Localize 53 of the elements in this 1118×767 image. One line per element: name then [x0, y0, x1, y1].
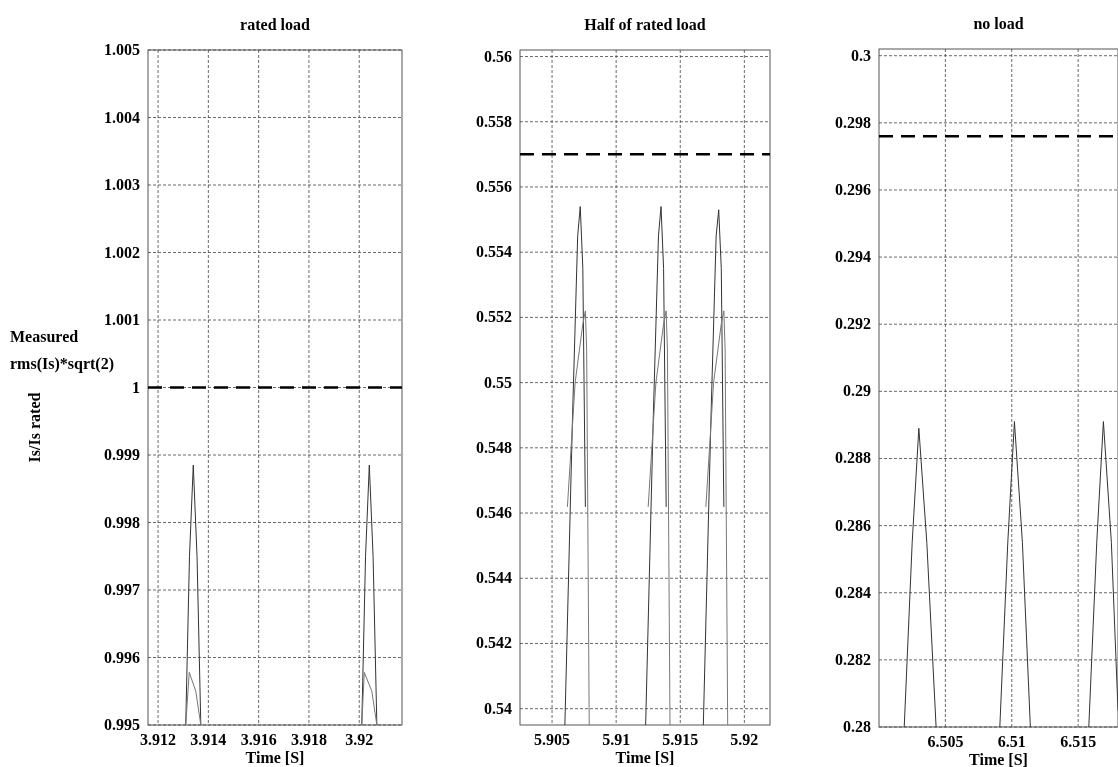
y-tick-label: 1.002 — [104, 243, 140, 261]
y-tick-label: 0.282 — [835, 650, 871, 668]
y-tick-label: 0.28 — [843, 718, 871, 735]
y-tick-label: 0.548 — [476, 438, 512, 456]
y-tick-label: 0.556 — [476, 177, 512, 195]
x-tick-label: 5.905 — [534, 731, 571, 748]
x-tick-label: 5.92 — [730, 731, 759, 748]
x-tick-label: 6.505 — [927, 733, 964, 750]
y-tick-label: 0.284 — [835, 583, 871, 601]
y-tick-label: 0.55 — [484, 373, 512, 391]
x-tick-label: 3.92 — [345, 731, 374, 748]
y-tick-label: 0.552 — [476, 308, 512, 326]
chart-title: Half of rated load — [584, 16, 706, 33]
y-tick-label: 1.005 — [104, 41, 140, 58]
y-tick-label: 0.286 — [835, 516, 871, 534]
y-tick-label: 0.997 — [104, 581, 140, 598]
y-tick-label: 0.29 — [843, 382, 871, 400]
y-tick-label: 0.542 — [476, 634, 512, 652]
x-axis-title: Time [S] — [245, 749, 305, 766]
x-tick-label: 6.51 — [997, 733, 1026, 750]
y-tick-label: 1.001 — [104, 311, 140, 328]
y-tick-label: 0.294 — [835, 248, 871, 266]
y-tick-label: 0.3 — [851, 46, 871, 64]
x-tick-label: 3.912 — [140, 731, 177, 748]
x-tick-label: 3.914 — [190, 731, 227, 748]
y-axis-title: Is/Is rated — [26, 392, 43, 463]
y-tick-label: 0.999 — [104, 446, 140, 463]
x-tick-label: 5.91 — [602, 731, 631, 748]
x-axis-title: Time [S] — [615, 749, 675, 766]
x-tick-label: 3.918 — [290, 731, 327, 748]
y-tick-label: 1 — [132, 378, 140, 396]
y-tick-label: 0.998 — [104, 513, 140, 531]
y-tick-label: 0.292 — [835, 315, 871, 333]
y-tick-label: 0.296 — [835, 180, 871, 198]
y-tick-label: 0.288 — [835, 449, 871, 467]
y-tick-label: 1.004 — [104, 108, 140, 126]
y-tick-label: 0.298 — [835, 113, 871, 131]
y-tick-label: 0.996 — [104, 648, 140, 666]
x-tick-label: 6.515 — [1060, 733, 1097, 750]
chart-title: no load — [973, 15, 1024, 32]
y-tick-label: 0.54 — [484, 699, 512, 717]
y-tick-label: 0.546 — [476, 504, 512, 522]
y-tick-label: 0.56 — [484, 47, 512, 65]
ref-line-label: Measured rms(Is)*sqrt(2) — [10, 327, 114, 373]
y-tick-label: 0.544 — [476, 569, 512, 587]
x-tick-label: 3.916 — [240, 731, 277, 748]
y-tick-label: 0.554 — [476, 243, 512, 261]
x-axis-title: Time [S] — [969, 751, 1028, 767]
y-tick-label: 0.995 — [104, 716, 140, 733]
x-tick-label: 5.915 — [662, 731, 699, 748]
y-tick-label: 1.003 — [104, 176, 140, 193]
y-tick-label: 0.558 — [476, 112, 512, 130]
chart-title: rated load — [240, 16, 310, 33]
